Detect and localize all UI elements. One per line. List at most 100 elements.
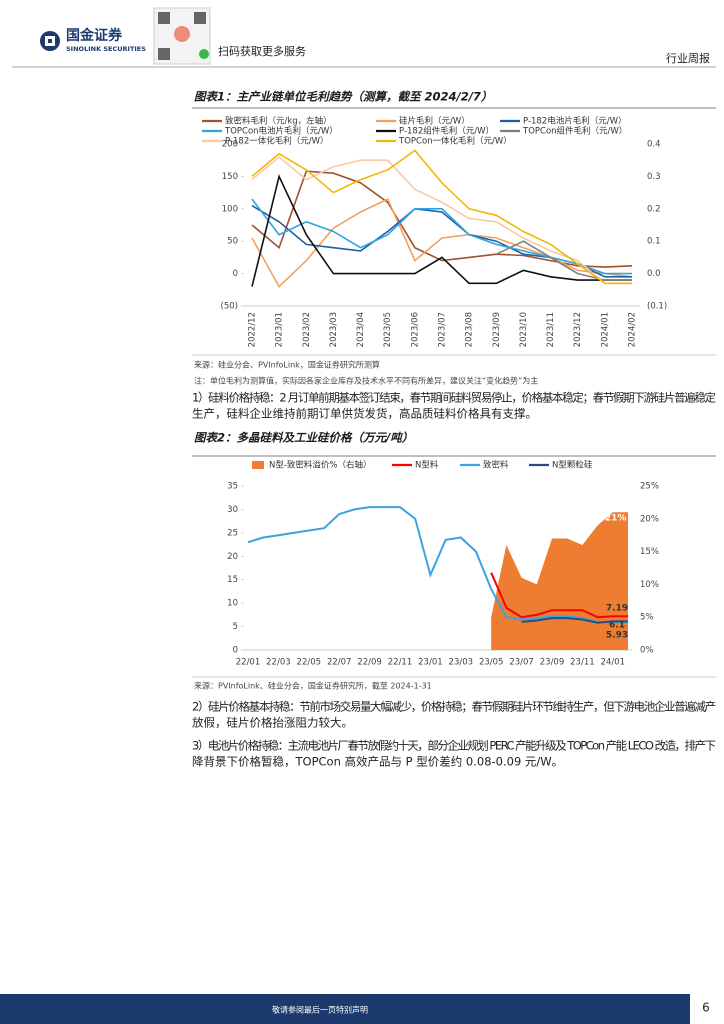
annotation: 5.93: [606, 631, 628, 641]
line: [251, 204, 632, 278]
legend-label: P-182一体化毛利（元/W）: [225, 136, 329, 147]
chart: (50) 0 50 100 150 200 (0.1) 0.0 0.1 0.2 0.3 0.4 2022…: [202, 116, 667, 347]
legend-label: P-182电池片毛利（元/W）: [523, 116, 627, 127]
y-tick-label: 30: [227, 505, 238, 515]
y2-tick-label: 0.3: [647, 172, 661, 182]
y-tick-label: 0: [233, 646, 238, 656]
y-tick-label: 25: [227, 528, 238, 538]
x-tick-label: 2024/02: [628, 312, 638, 347]
legend-label: 硅片毛利（元/W）: [399, 116, 470, 127]
note: 注：单位毛利为测算值，实际因各家企业库存及技术水平不同有所差异，建议关注“变化趋…: [194, 376, 538, 386]
source: 来源：硅业分会、PVInfoLink，国金证券研究所测算: [194, 360, 380, 370]
legend-label: TOPCon一体化毛利（元/W）: [398, 136, 512, 147]
x-tick-label: 2023/02: [302, 312, 312, 347]
paragraph-line: 3）电池片价格持稳：主流电池片厂春节放假约十天，部分企业规划 PERC 产能升级…: [192, 739, 716, 753]
line: [521, 617, 628, 624]
y2-tick-label: 0%: [640, 646, 654, 656]
y-tick-label: 200: [222, 140, 238, 150]
y2-tick-label: 0.0: [647, 269, 661, 279]
brand: 国金证券: [66, 27, 123, 44]
legend-label: TOPCon组件毛利（元/W）: [522, 126, 627, 137]
paragraph-line: 降背景下价格暂稳，TOPCon 高效产品与 P 型价差约 0.08-0.09 元…: [192, 755, 563, 769]
legend-label: N型颗粒硅: [552, 460, 593, 471]
y-tick-label: 10: [227, 599, 238, 609]
line: [251, 198, 633, 288]
y2-tick-label: 5%: [640, 613, 654, 623]
x-tick-label: 2023/05: [383, 312, 393, 347]
x-tick-label: 23/11: [570, 658, 595, 668]
legend-label: TOPCon电池片毛利（元/W）: [224, 126, 338, 137]
x-tick-label: 23/07: [509, 658, 534, 668]
x-tick-label: 23/09: [540, 658, 565, 668]
legend-label: 致密料毛利（元/kg，左轴）: [225, 116, 332, 127]
y2-tick-label: 0.2: [647, 204, 661, 214]
y-tick-label: 5: [233, 622, 238, 632]
x-tick-label: 2022/12: [248, 312, 258, 347]
chart: 0 5 10 15 20 25 30 35 0% 5% 10% 15% 20% 25% 22/01 22/03…: [227, 460, 659, 668]
x-tick-label: 2023/11: [546, 312, 556, 347]
x-tick-label: 2023/12: [573, 312, 583, 347]
x-tick-label: 2023/03: [329, 312, 339, 347]
y2-tick-label: 15%: [640, 547, 659, 557]
x-tick-label: 23/05: [479, 658, 504, 668]
y2-tick-label: 10%: [640, 580, 659, 590]
y2-tick-label: 0.4: [647, 140, 661, 150]
y2-tick-label: 25%: [640, 482, 659, 492]
x-tick-label: 22/07: [327, 658, 352, 668]
qr-code: [153, 7, 211, 65]
paragraph-line: 1）硅料价格持稳：2 月订单前期基本签订结束，春节期间硅料贸易停止，价格基本稳定…: [192, 391, 717, 405]
area: [491, 512, 628, 650]
paragraph-line: 放假，硅片价格抬涨阻力较大。: [192, 716, 353, 730]
legend-label: N型料: [415, 460, 439, 471]
line: [251, 155, 632, 285]
x-tick-label: 2024/01: [600, 312, 610, 347]
line: [251, 174, 632, 287]
y-tick-label: 150: [222, 172, 238, 182]
y-tick-label: 0: [233, 269, 238, 279]
figure-title: 图表2：多晶硅料及工业硅价格（万元/吨）: [194, 431, 413, 445]
paragraph-line: 生产，硅料企业维持前期订单供货发货，高品质硅料价格具有支撑。: [192, 407, 537, 421]
paragraph-line: 2）硅片价格基本持稳：节前市场交易量大幅减少，价格持稳；春节假期硅片环节维持生产…: [192, 700, 716, 714]
y2-tick-label: 0.1: [647, 237, 661, 247]
y2-tick-label: 20%: [640, 514, 659, 524]
legend-label: 致密料: [483, 460, 509, 471]
x-tick-label: 22/09: [357, 658, 382, 668]
x-tick-label: 2023/09: [492, 312, 502, 347]
logo: [40, 31, 60, 51]
footer-bar: [0, 994, 690, 1024]
report-type: 行业周报: [666, 51, 710, 65]
legend-label: N型-致密料溢价%（右轴）: [269, 460, 372, 471]
y-tick-label: 20: [227, 552, 238, 562]
line: [495, 240, 632, 281]
x-tick-label: 23/01: [418, 658, 443, 668]
line: [490, 572, 628, 619]
y-tick-label: 35: [227, 482, 238, 492]
annotation: 7.19: [606, 604, 628, 614]
x-tick-label: 22/11: [388, 658, 413, 668]
x-tick-label: 2023/10: [519, 312, 529, 347]
x-tick-label: 22/01: [236, 658, 261, 668]
x-tick-label: 22/05: [297, 658, 322, 668]
figure-title: 图表1：主产业链单位毛利趋势（测算，截至 2024/2/7）: [194, 90, 492, 104]
page-number: 6: [702, 1001, 710, 1015]
legend-swatch: [252, 461, 264, 469]
x-tick-label: 2023/01: [275, 312, 285, 347]
line: [251, 149, 632, 285]
x-tick-label: 2023/07: [438, 312, 448, 347]
annotation: 6.1: [609, 621, 625, 631]
x-tick-label: 2023/04: [356, 312, 366, 347]
y-tick-label: 15: [227, 575, 238, 585]
legend-label: P-182组件毛利（元/W）: [399, 126, 494, 137]
y-tick-label: 50: [227, 237, 238, 247]
brand-en: SINOLINK SECURITIES: [66, 45, 146, 53]
annotation: 1.26，21%: [574, 514, 627, 524]
source: 来源：PVInfoLink、硅业分会，国金证券研究所，截至 2024-1-31: [194, 681, 432, 691]
y2-tick-label: (0.1): [647, 302, 667, 312]
x-tick-label: 2023/08: [465, 312, 475, 347]
x-tick-label: 2023/06: [410, 312, 420, 347]
y-tick-label: 100: [222, 204, 238, 214]
y-tick-label: (50): [221, 302, 238, 312]
line: [247, 506, 628, 624]
line: [251, 170, 633, 268]
